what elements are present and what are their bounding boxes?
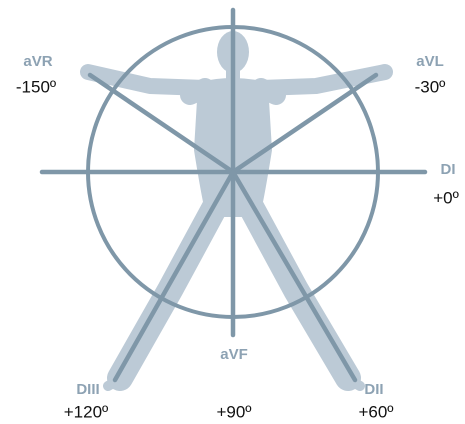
axis-diii <box>112 169 236 383</box>
lead-axes <box>39 7 428 383</box>
lead-angle: +90º <box>216 402 251 421</box>
axis-avl <box>230 72 379 175</box>
lead-name: DI <box>441 161 456 178</box>
lead-name: DII <box>364 381 383 398</box>
axis-dii <box>230 169 358 383</box>
lead-labels: aVR -150º aVL -30º DI +0º DII +60º aVF +90º DIII +1… <box>16 53 459 422</box>
lead-angle: +60º <box>358 402 393 421</box>
lead-angle: -150º <box>16 77 56 96</box>
body-silhouette <box>80 31 393 391</box>
lead-name: aVF <box>220 346 248 363</box>
lead-angle: +0º <box>433 188 459 207</box>
axis-avr <box>87 72 236 175</box>
lead-angle: +120º <box>64 402 109 421</box>
lead-name: DIII <box>76 381 99 398</box>
lead-angle: -30º <box>415 77 446 96</box>
lead-name: aVL <box>416 53 444 70</box>
lead-name: aVR <box>23 53 52 70</box>
